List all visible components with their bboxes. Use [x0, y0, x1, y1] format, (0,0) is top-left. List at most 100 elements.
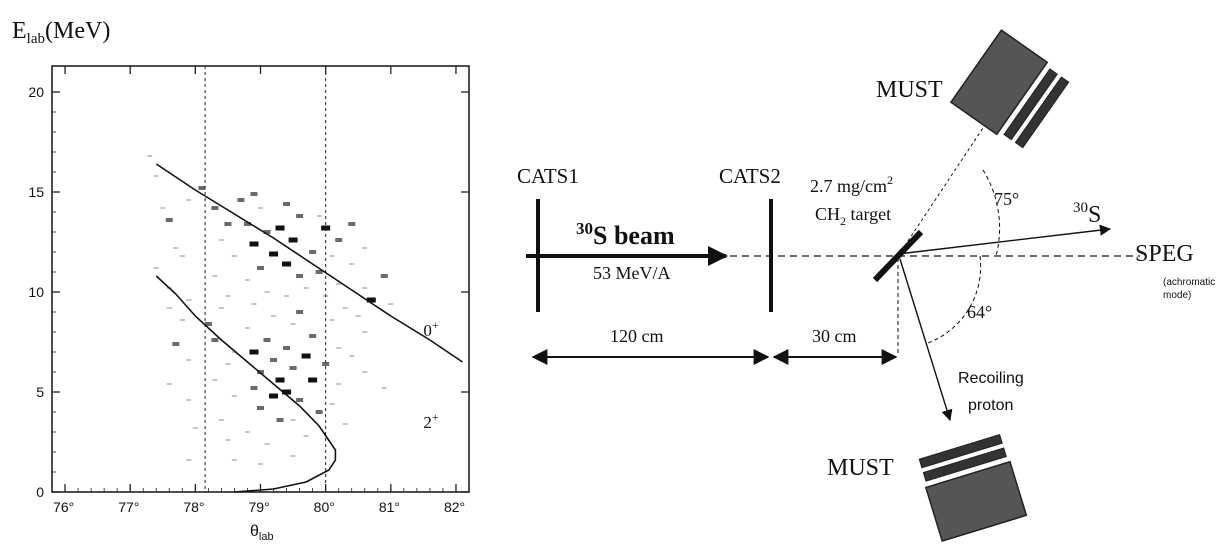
event-cell — [336, 283, 342, 285]
event-cell — [270, 358, 278, 362]
event-cell — [244, 279, 250, 281]
event-cell — [211, 206, 219, 210]
target-material-label: CH2 target — [815, 204, 891, 228]
y-tick-label: 10 — [28, 284, 44, 300]
chart: Elab(MeV) 76° 77° 78° 79° 80° 81° 82° 0 5 10 15 20… — [12, 18, 470, 543]
event-cell — [348, 222, 356, 226]
event-cell — [329, 255, 335, 257]
x-axis-ticks: 76° 77° 78° 79° 80° 81° 82° — [53, 66, 465, 515]
x-tick-label: 79° — [249, 499, 270, 515]
ejectile-arrow — [897, 224, 1112, 255]
event-cell — [218, 419, 224, 421]
kinematic-curve-0plus — [155, 163, 463, 363]
x-tick-label: 78° — [183, 499, 204, 515]
event-cell — [258, 463, 263, 465]
event-cell — [186, 299, 192, 301]
must-bottom-block — [924, 460, 1028, 542]
event-cell — [296, 274, 304, 278]
y-tick-label: 15 — [28, 184, 44, 200]
kinematic-curves — [155, 163, 463, 493]
x-tick-label: 80° — [314, 499, 335, 515]
event-cell — [301, 353, 311, 359]
event-cell — [263, 230, 271, 234]
speg-label: SPEG — [1135, 241, 1194, 267]
curve-label-2plus: 2+ — [423, 410, 439, 432]
x-axis-title: θlab — [250, 523, 274, 543]
event-cell — [362, 287, 368, 289]
event-cell — [231, 459, 237, 461]
setup-diagram: CATS1 CATS2 30S beam 53 MeV/A 2.7 mg/cm2… — [517, 29, 1215, 542]
event-cell — [263, 338, 271, 342]
distance-30cm-label: 30 cm — [812, 326, 857, 346]
event-cell — [153, 267, 159, 269]
event-cell — [275, 377, 285, 383]
event-cell — [251, 303, 257, 305]
event-cell — [172, 342, 180, 346]
event-cell — [249, 241, 259, 247]
event-cell — [362, 331, 368, 333]
event-cell — [224, 222, 232, 226]
event-cell — [250, 386, 258, 390]
event-cell — [303, 435, 309, 437]
event-cell — [186, 359, 192, 361]
curve-label-0plus: 0+ — [423, 318, 439, 340]
event-cell — [322, 362, 330, 366]
event-cell — [388, 303, 394, 305]
event-cell — [316, 215, 322, 217]
event-cell — [349, 355, 355, 357]
event-cell — [309, 250, 317, 254]
event-cell — [381, 387, 387, 389]
event-cell — [309, 334, 317, 338]
event-cell — [283, 202, 291, 206]
target-thickness-label: 2.7 mg/cm2 — [810, 173, 893, 196]
angle-arc-75 — [982, 169, 1001, 257]
event-cell — [275, 225, 285, 231]
event-cell — [173, 247, 179, 249]
event-cells — [147, 155, 394, 465]
angle-arc-64 — [927, 255, 982, 344]
must-detector-top — [949, 29, 1070, 149]
ejectile-label: 30S — [1073, 200, 1101, 228]
event-cell — [212, 275, 218, 277]
event-cell — [380, 274, 388, 278]
event-cell — [237, 198, 245, 202]
x-tick-label: 81° — [379, 499, 400, 515]
event-cell — [296, 214, 304, 218]
event-cell — [264, 291, 270, 293]
event-cell — [289, 366, 297, 370]
x-tick-label: 77° — [118, 499, 139, 515]
event-cell — [349, 263, 355, 265]
event-cell — [250, 192, 258, 196]
event-cell — [225, 363, 231, 365]
event-cell — [186, 459, 192, 461]
event-cell — [315, 270, 323, 274]
event-cell — [290, 455, 296, 457]
angle-64-label: 64° — [967, 302, 992, 322]
event-cell — [264, 443, 270, 445]
must-bottom-label: MUST — [827, 455, 894, 481]
must-top-strip-2 — [1014, 76, 1070, 149]
event-cell — [342, 423, 348, 425]
recoil-label-line1: Recoiling — [958, 370, 1024, 387]
event-cell — [186, 399, 192, 401]
event-cell — [290, 419, 296, 421]
event-cell — [160, 207, 166, 209]
event-cell — [258, 207, 263, 209]
event-cell — [296, 398, 304, 402]
event-cell — [355, 315, 361, 317]
event-cell — [153, 175, 159, 177]
event-cell — [257, 406, 264, 410]
must-top-label: MUST — [876, 77, 943, 103]
event-cell — [342, 307, 348, 309]
event-cell — [225, 295, 231, 297]
event-cell — [296, 310, 304, 314]
x-tick-label: 76° — [53, 499, 74, 515]
event-cell — [244, 327, 250, 329]
event-cell — [329, 319, 335, 321]
event-cell — [179, 255, 185, 257]
event-cell — [231, 395, 237, 397]
event-cell — [243, 222, 251, 226]
speg-note-line1: (achromatic — [1163, 277, 1215, 288]
speg-note-line2: mode) — [1163, 290, 1191, 301]
